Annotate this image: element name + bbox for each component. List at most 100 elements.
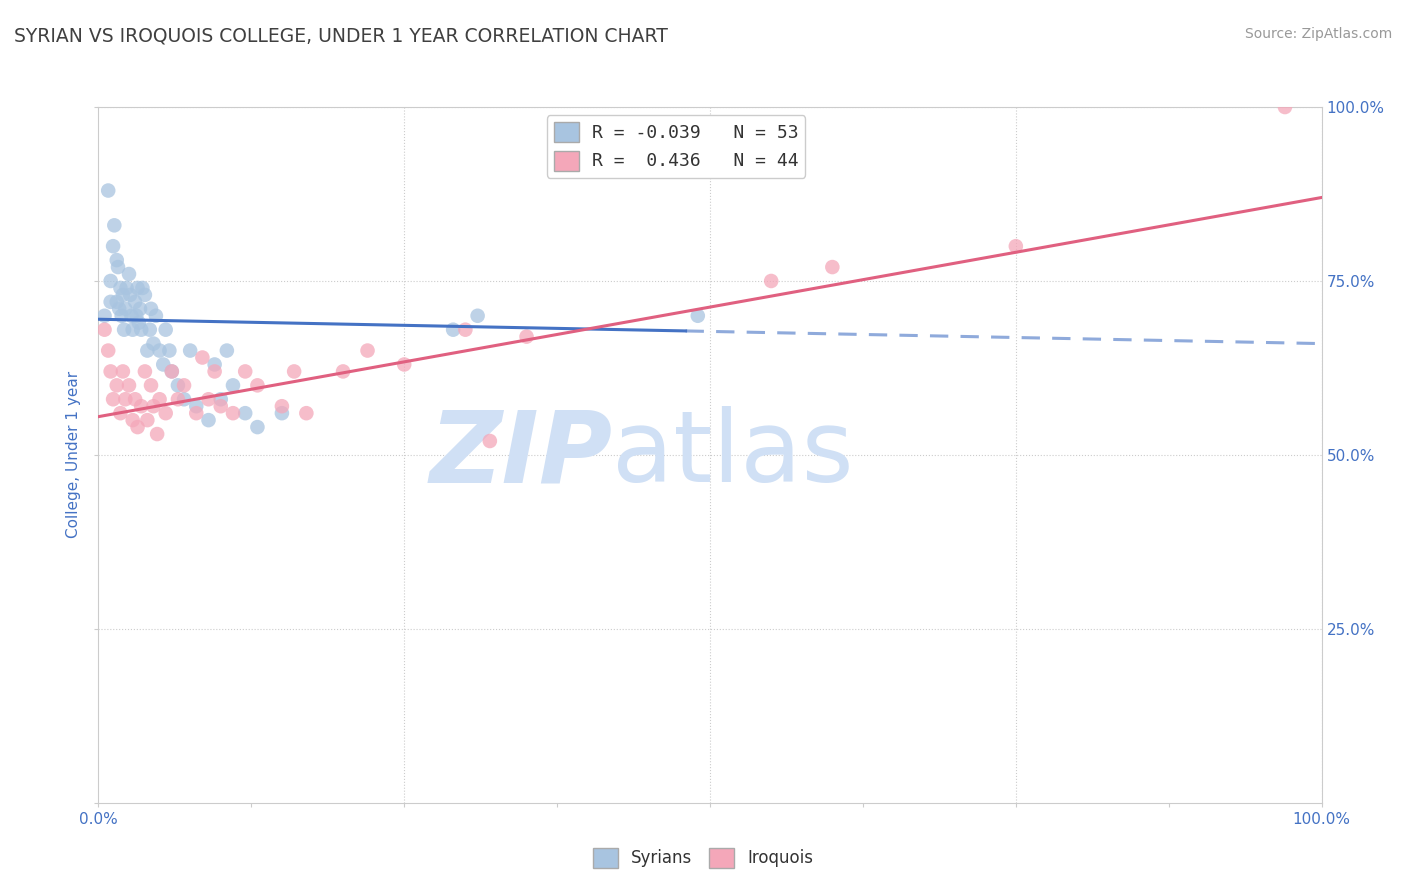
Point	[114, 301, 136, 316]
Point	[295, 406, 318, 420]
Point	[233, 364, 256, 378]
Point	[197, 392, 219, 407]
Point	[152, 358, 174, 372]
Point	[478, 434, 501, 448]
Point	[125, 309, 148, 323]
Point	[155, 323, 177, 337]
Point	[136, 413, 159, 427]
Point	[686, 309, 709, 323]
Point	[167, 378, 190, 392]
Point	[157, 343, 180, 358]
Legend: R = -0.039   N = 53, R =  0.436   N = 44: R = -0.039 N = 53, R = 0.436 N = 44	[547, 115, 806, 178]
Point	[105, 294, 128, 309]
Point	[127, 281, 149, 295]
Point	[332, 364, 354, 378]
Point	[103, 219, 125, 233]
Point	[233, 406, 256, 420]
Point	[105, 378, 128, 392]
Point	[127, 420, 149, 434]
Point	[124, 294, 146, 309]
Point	[139, 301, 162, 316]
Point	[100, 364, 122, 378]
Point	[110, 281, 132, 295]
Point	[139, 378, 162, 392]
Point	[118, 267, 141, 281]
Point	[134, 364, 156, 378]
Point	[283, 364, 305, 378]
Point	[115, 281, 138, 295]
Text: SYRIAN VS IROQUOIS COLLEGE, UNDER 1 YEAR CORRELATION CHART: SYRIAN VS IROQUOIS COLLEGE, UNDER 1 YEAR…	[14, 27, 668, 45]
Point	[108, 301, 131, 316]
Point	[129, 323, 152, 337]
Point	[246, 420, 269, 434]
Point	[209, 392, 232, 407]
Point	[146, 427, 169, 442]
Point	[93, 323, 115, 337]
Point	[454, 323, 477, 337]
Text: atlas: atlas	[612, 407, 853, 503]
Point	[1004, 239, 1026, 253]
Point	[441, 323, 464, 337]
Point	[121, 413, 143, 427]
Point	[392, 358, 416, 372]
Point	[128, 316, 150, 330]
Point	[197, 413, 219, 427]
Point	[142, 336, 165, 351]
Point	[107, 260, 129, 274]
Point	[204, 364, 226, 378]
Point	[761, 274, 783, 288]
Point	[204, 358, 226, 372]
Text: Source: ZipAtlas.com: Source: ZipAtlas.com	[1244, 27, 1392, 41]
Point	[110, 406, 132, 420]
Point	[246, 378, 269, 392]
Point	[186, 399, 208, 413]
Point	[149, 343, 172, 358]
Point	[179, 343, 201, 358]
Point	[467, 309, 489, 323]
Point	[160, 364, 183, 378]
Point	[97, 184, 120, 198]
Legend: Syrians, Iroquois: Syrians, Iroquois	[586, 841, 820, 875]
Text: ZIP: ZIP	[429, 407, 612, 503]
Point	[142, 399, 165, 413]
Point	[129, 399, 152, 413]
Point	[139, 323, 162, 337]
Point	[1274, 100, 1296, 114]
Point	[100, 294, 122, 309]
Y-axis label: College, Under 1 year: College, Under 1 year	[66, 371, 82, 539]
Point	[149, 392, 172, 407]
Point	[209, 399, 232, 413]
Point	[191, 351, 214, 365]
Point	[93, 309, 115, 323]
Point	[118, 378, 141, 392]
Point	[160, 364, 183, 378]
Point	[173, 392, 195, 407]
Point	[134, 288, 156, 302]
Point	[155, 406, 177, 420]
Point	[97, 343, 120, 358]
Point	[131, 281, 153, 295]
Point	[270, 406, 294, 420]
Point	[105, 253, 128, 268]
Point	[112, 323, 135, 337]
Point	[167, 392, 190, 407]
Point	[222, 406, 245, 420]
Point	[120, 309, 142, 323]
Point	[270, 399, 294, 413]
Point	[136, 343, 159, 358]
Point	[356, 343, 378, 358]
Point	[111, 364, 134, 378]
Point	[145, 309, 167, 323]
Point	[821, 260, 844, 274]
Point	[515, 329, 537, 343]
Point	[114, 392, 136, 407]
Point	[124, 392, 146, 407]
Point	[186, 406, 208, 420]
Point	[111, 288, 134, 302]
Point	[101, 392, 124, 407]
Point	[222, 378, 245, 392]
Point	[215, 343, 238, 358]
Point	[100, 274, 122, 288]
Point	[120, 288, 142, 302]
Point	[111, 309, 134, 323]
